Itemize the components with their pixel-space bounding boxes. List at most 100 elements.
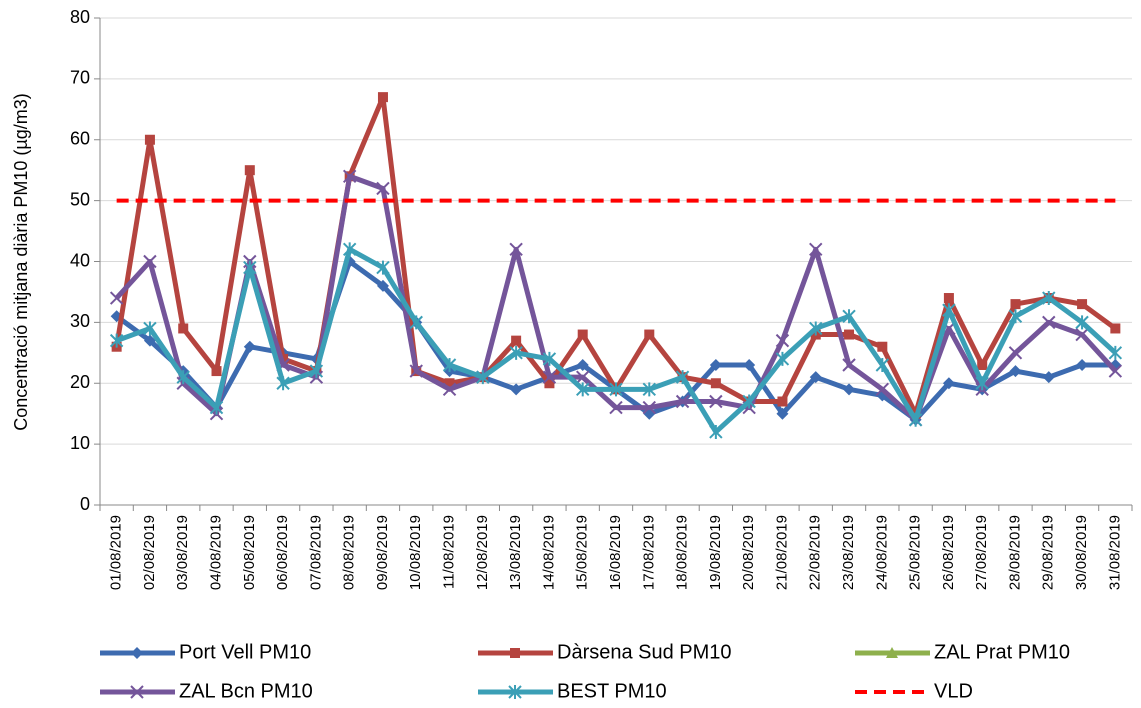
marker [409,364,423,378]
marker [844,329,855,340]
marker [1077,299,1088,310]
marker [509,242,523,257]
x-tick-label: 20/08/2019 [740,515,757,590]
marker [675,394,690,409]
legend-item: BEST PM10 [478,680,667,702]
marker [176,370,190,385]
x-tick-label: 28/08/2019 [1006,515,1023,590]
x-tick-label: 08/08/2019 [341,515,358,590]
marker [1008,346,1023,360]
marker [1075,315,1089,330]
marker [244,165,255,176]
legend-label: Port Vell PM10 [179,641,311,663]
marker [1042,371,1055,384]
marker [642,382,656,397]
x-tick-label: 13/08/2019 [507,515,524,590]
marker [143,254,157,269]
x-tick-label: 03/08/2019 [174,515,191,590]
marker [908,412,923,427]
marker [875,357,890,372]
marker [709,394,723,409]
marker [243,340,256,353]
x-tick-label: 01/08/2019 [108,515,125,590]
marker [609,400,623,415]
marker [143,334,156,347]
marker [743,358,756,371]
marker [1009,365,1022,378]
marker [444,378,455,389]
marker [776,407,789,420]
marker [709,424,723,439]
marker [577,329,588,340]
legend-item: ZAL Prat PM10 [855,641,1070,663]
x-tick-label: 24/08/2019 [873,515,890,590]
legend-label: ZAL Bcn PM10 [179,680,313,702]
marker [644,329,655,340]
x-tick-label: 04/08/2019 [207,515,224,590]
legend-label: VLD [934,680,973,702]
marker [376,279,389,292]
marker [1042,291,1056,306]
marker [809,242,823,257]
marker [1108,345,1123,360]
y-tick-label: 40 [70,250,90,270]
marker [977,359,988,370]
marker [877,341,888,352]
x-tick-label: 12/08/2019 [474,515,491,590]
marker [775,333,790,348]
legend-item: ZAL Bcn PM10 [100,680,313,702]
marker [178,323,189,334]
marker [710,378,721,389]
marker [943,293,954,304]
marker [209,400,224,415]
marker [510,648,520,658]
marker [144,134,155,145]
marker [675,370,690,385]
x-tick-label: 17/08/2019 [640,515,657,590]
marker [1042,315,1056,330]
marker [377,92,388,103]
marker [1108,364,1123,378]
marker [342,169,357,183]
marker [1010,299,1021,310]
marker [609,382,623,397]
y-tick-label: 30 [70,311,90,331]
x-tick-label: 19/08/2019 [707,515,724,590]
marker [542,351,557,366]
marker [211,366,222,377]
marker [875,382,890,397]
x-tick-label: 25/08/2019 [907,515,924,590]
marker [143,321,157,336]
legend-item: VLD [855,680,973,702]
marker [276,376,290,391]
x-tick-label: 06/08/2019 [274,515,291,590]
marker [508,685,522,699]
marker [777,396,788,407]
marker [842,358,856,372]
marker [376,260,390,275]
legend-item: Port Vell PM10 [100,641,311,663]
marker [542,370,557,384]
y-axis-title: Concentració mitjana diària PM10 (µg/m3) [11,93,31,431]
y-tick-label: 70 [70,68,90,88]
marker [809,321,823,336]
marker [1076,358,1089,371]
legend-item: Dàrsena Sud PM10 [478,641,732,663]
marker [942,377,955,390]
marker [510,383,523,396]
series-line [114,94,1117,417]
marker [109,291,124,305]
marker [131,647,143,659]
x-tick-label: 11/08/2019 [441,515,458,589]
y-tick-label: 10 [70,433,90,453]
marker [576,358,589,371]
marker [511,335,522,346]
x-tick-label: 05/08/2019 [241,515,258,590]
marker [709,358,722,371]
x-tick-label: 07/08/2019 [307,515,324,590]
marker [742,394,756,409]
x-tick-label: 15/08/2019 [574,515,591,590]
x-tick-label: 16/08/2019 [607,515,624,590]
x-tick-label: 02/08/2019 [141,515,158,590]
